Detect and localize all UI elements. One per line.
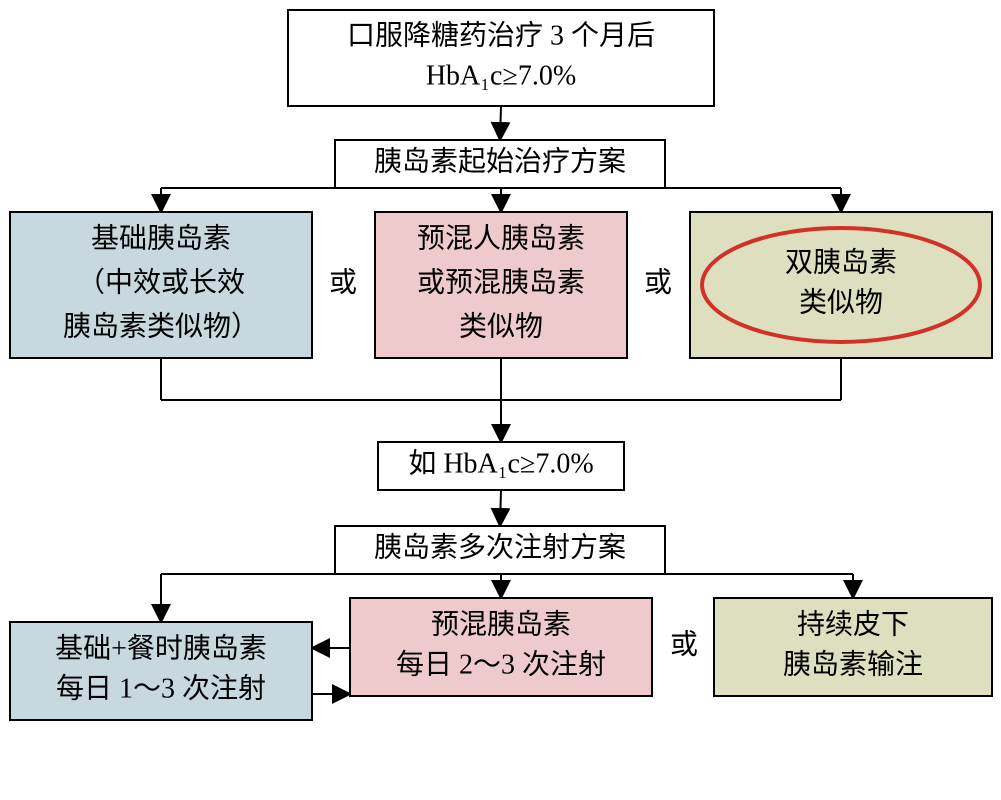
node-opt2_csii: 持续皮下胰岛素输注 [714,598,992,696]
or-label-row2: 或 [670,628,698,660]
node-opt1_premix-line-0: 预混人胰岛素 [417,222,585,254]
node-if_hba1c-line-0: 如 HbA₁c≥7.0% [408,447,593,479]
conn-top-start [500,106,501,140]
node-top: 口服降糖药治疗 3 个月后 HbA₁c≥7.0% [288,10,714,106]
node-opt1_basal-line-0: 基础胰岛素 [91,222,231,254]
node-opt1_dual: 双胰岛素类似物 [690,212,992,358]
node-opt2_premix: 预混胰岛素每日 2～3 次注射 [350,598,652,696]
node-start_scheme-line-0: 胰岛素起始治疗方案 [374,145,626,177]
node-if_hba1c: 如 HbA₁c≥7.0% [378,442,624,490]
or-label-row1_b: 或 [644,266,672,298]
node-opt2_premix-line-1: 每日 2～3 次注射 [396,648,606,680]
node-start_scheme: 胰岛素起始治疗方案 [335,140,665,188]
node-multi_scheme-line-0: 胰岛素多次注射方案 [374,531,626,563]
node-opt1_basal-line-1: （中效或长效 [77,266,245,298]
node-opt2_basal_bolus: 基础+餐时胰岛素每日 1～3 次注射 [10,622,312,720]
node-opt1_dual-line-0: 双胰岛素 [785,246,897,278]
node-opt1_basal: 基础胰岛素 （中效或长效胰岛素类似物） [10,212,312,358]
node-opt1_dual-line-1: 类似物 [799,286,883,318]
node-opt1_premix-line-1: 或预混胰岛素 [417,266,585,298]
node-top-line-1: HbA₁c≥7.0% [426,60,576,91]
node-opt2_basal_bolus-line-0: 基础+餐时胰岛素 [55,632,267,664]
node-opt2_csii-line-0: 持续皮下 [797,608,909,640]
node-opt2_basal_bolus-line-1: 每日 1～3 次注射 [56,672,266,704]
conn-if-multi [500,490,501,526]
node-opt2_csii-line-1: 胰岛素输注 [783,648,923,680]
node-opt1_premix-line-2: 类似物 [459,310,543,342]
node-opt2_premix-line-0: 预混胰岛素 [431,608,571,640]
node-top-line-0: 口服降糖药治疗 3 个月后 [347,19,655,51]
node-opt1_basal-line-2: 胰岛素类似物） [63,310,259,342]
node-multi_scheme: 胰岛素多次注射方案 [335,526,665,574]
node-opt1_premix: 预混人胰岛素或预混胰岛素类似物 [375,212,627,358]
or-label-row1_a: 或 [329,266,357,298]
